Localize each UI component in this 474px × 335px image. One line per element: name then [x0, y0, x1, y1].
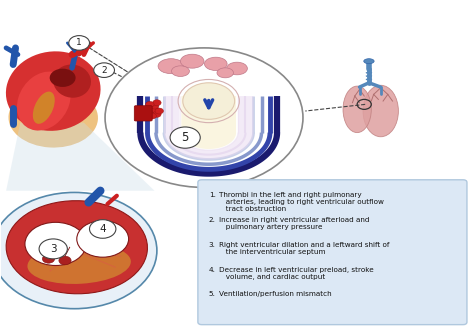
- Circle shape: [146, 102, 154, 108]
- Text: 2.: 2.: [209, 217, 216, 223]
- Text: Ventilation/perfusion mismatch: Ventilation/perfusion mismatch: [219, 291, 331, 297]
- Circle shape: [69, 36, 90, 50]
- Ellipse shape: [204, 57, 227, 70]
- Polygon shape: [6, 123, 155, 191]
- Ellipse shape: [343, 86, 371, 133]
- Text: 3: 3: [50, 244, 56, 254]
- Circle shape: [90, 220, 116, 238]
- Circle shape: [94, 63, 115, 77]
- Ellipse shape: [217, 68, 234, 78]
- Ellipse shape: [27, 244, 131, 284]
- Text: Decrease in left ventricular preload, stroke
   volume, and cardiac output: Decrease in left ventricular preload, st…: [219, 267, 374, 280]
- Polygon shape: [164, 96, 254, 159]
- Ellipse shape: [364, 59, 374, 64]
- Ellipse shape: [172, 66, 190, 76]
- Circle shape: [39, 239, 67, 259]
- Circle shape: [59, 256, 71, 265]
- Circle shape: [183, 83, 235, 119]
- Circle shape: [150, 107, 159, 112]
- Circle shape: [105, 48, 303, 188]
- Ellipse shape: [158, 59, 184, 74]
- Circle shape: [42, 255, 55, 263]
- Circle shape: [155, 108, 164, 114]
- Circle shape: [153, 111, 161, 117]
- Polygon shape: [182, 96, 236, 149]
- Ellipse shape: [363, 85, 398, 137]
- Text: 3.: 3.: [209, 242, 216, 248]
- Circle shape: [77, 221, 128, 257]
- Circle shape: [0, 192, 157, 309]
- Circle shape: [25, 222, 86, 266]
- Ellipse shape: [53, 65, 91, 98]
- Ellipse shape: [227, 62, 247, 75]
- Ellipse shape: [50, 69, 76, 87]
- Text: Increase in right ventricular afterload and
   pulmonary artery pressure: Increase in right ventricular afterload …: [219, 217, 369, 230]
- Ellipse shape: [17, 72, 71, 131]
- Circle shape: [150, 103, 159, 109]
- Text: 5: 5: [182, 131, 189, 144]
- Ellipse shape: [9, 88, 98, 148]
- FancyBboxPatch shape: [134, 106, 152, 121]
- Text: 5.: 5.: [209, 291, 216, 297]
- FancyBboxPatch shape: [198, 180, 467, 325]
- Circle shape: [170, 127, 200, 148]
- Ellipse shape: [6, 51, 100, 131]
- Circle shape: [153, 100, 161, 106]
- Text: Thrombi in the left and right pulmonary
   arteries, leading to right ventricula: Thrombi in the left and right pulmonary …: [219, 192, 383, 212]
- Ellipse shape: [181, 54, 204, 68]
- Text: 4: 4: [100, 224, 106, 234]
- Circle shape: [148, 113, 156, 119]
- Ellipse shape: [33, 91, 55, 124]
- Text: 2: 2: [101, 66, 107, 75]
- Ellipse shape: [6, 201, 147, 294]
- Text: 1.: 1.: [209, 192, 216, 198]
- Text: Right ventricular dilation and a leftward shift of
   the interventricular septu: Right ventricular dilation and a leftwar…: [219, 242, 389, 255]
- Circle shape: [146, 110, 154, 116]
- Text: 1: 1: [76, 39, 82, 48]
- Text: 4.: 4.: [209, 267, 216, 272]
